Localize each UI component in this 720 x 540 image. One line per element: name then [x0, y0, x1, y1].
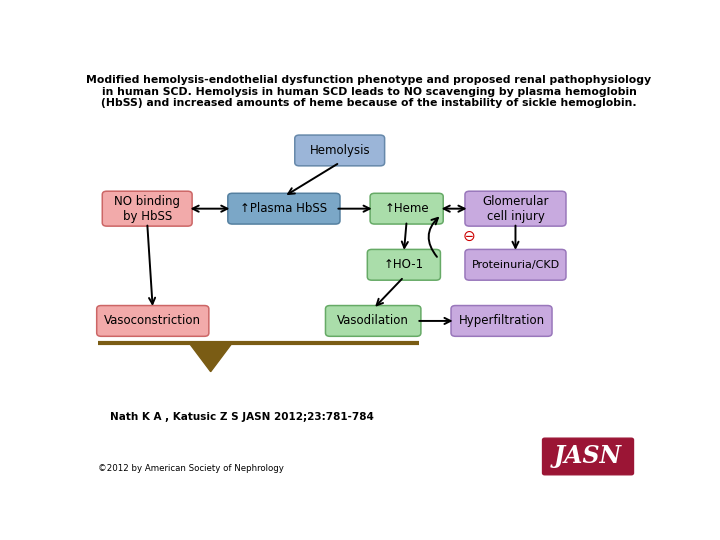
FancyBboxPatch shape [325, 306, 421, 336]
FancyBboxPatch shape [228, 193, 340, 224]
Text: ↑Plasma HbSS: ↑Plasma HbSS [240, 202, 328, 215]
FancyBboxPatch shape [465, 249, 566, 280]
FancyBboxPatch shape [451, 306, 552, 336]
Text: Modified hemolysis-endothelial dysfunction phenotype and proposed renal pathophy: Modified hemolysis-endothelial dysfuncti… [86, 75, 652, 109]
Text: ⊖: ⊖ [463, 230, 476, 244]
Text: Nath K A , Katusic Z S JASN 2012;23:781-784: Nath K A , Katusic Z S JASN 2012;23:781-… [109, 413, 374, 422]
Text: ©2012 by American Society of Nephrology: ©2012 by American Society of Nephrology [99, 464, 284, 473]
FancyBboxPatch shape [465, 191, 566, 226]
Text: ↑Heme: ↑Heme [384, 202, 429, 215]
Text: Proteinuria/CKD: Proteinuria/CKD [472, 260, 559, 270]
Text: Hyperfiltration: Hyperfiltration [459, 314, 544, 327]
FancyBboxPatch shape [96, 306, 209, 336]
FancyBboxPatch shape [102, 191, 192, 226]
FancyBboxPatch shape [370, 193, 444, 224]
FancyBboxPatch shape [294, 135, 384, 166]
FancyBboxPatch shape [367, 249, 441, 280]
Text: JASN: JASN [554, 444, 622, 469]
Text: Glomerular
cell injury: Glomerular cell injury [482, 194, 549, 222]
Text: ↑HO-1: ↑HO-1 [384, 258, 424, 271]
FancyBboxPatch shape [543, 438, 634, 475]
Text: Hemolysis: Hemolysis [310, 144, 370, 157]
Text: Vasoconstriction: Vasoconstriction [104, 314, 202, 327]
Polygon shape [189, 343, 232, 372]
Text: Vasodilation: Vasodilation [337, 314, 409, 327]
Text: NO binding
by HbSS: NO binding by HbSS [114, 194, 180, 222]
